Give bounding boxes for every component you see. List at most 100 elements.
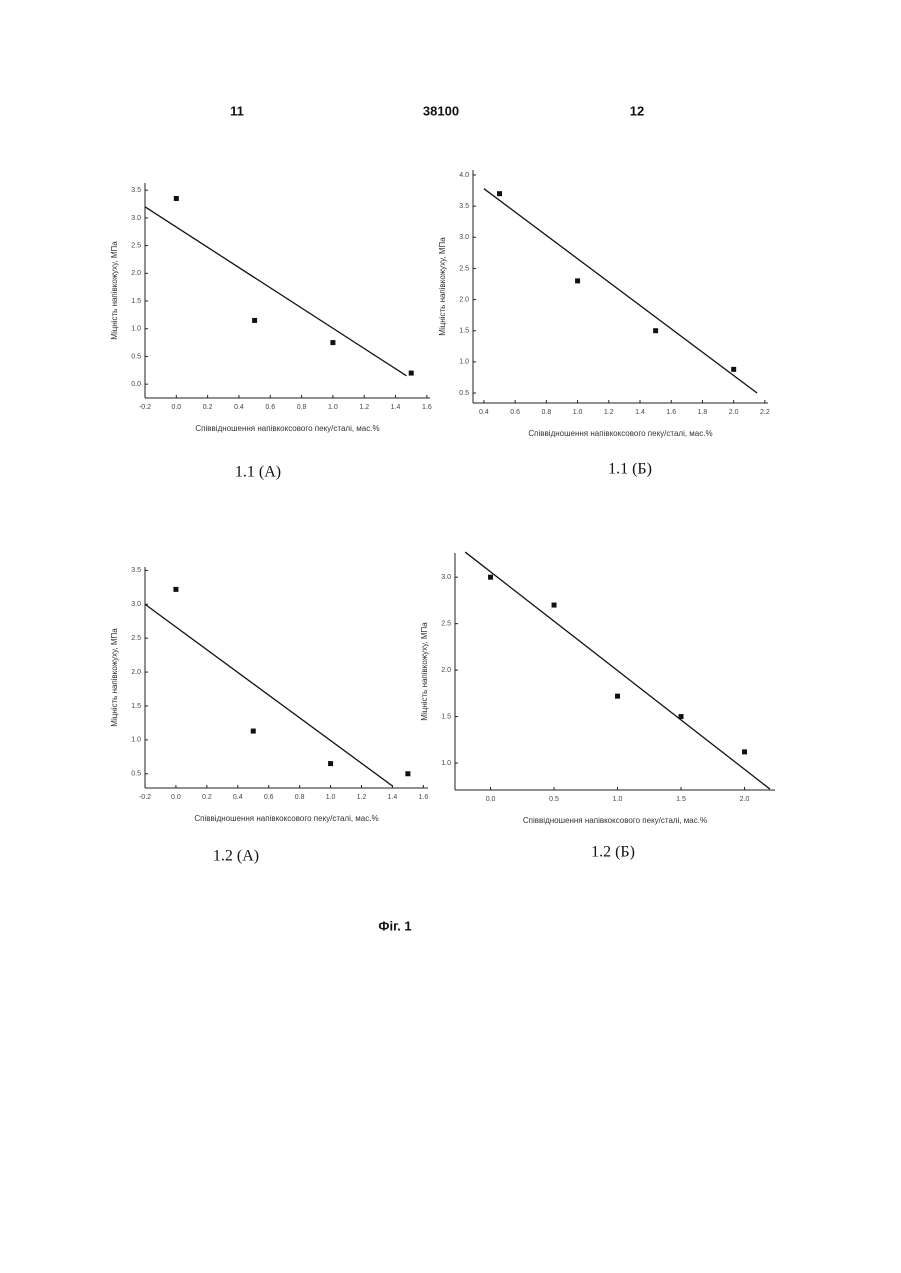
x-tick-label: 0.4	[234, 404, 244, 411]
x-tick-label: 1.8	[698, 409, 708, 416]
data-point	[488, 575, 493, 580]
y-tick-label: 0.0	[131, 381, 141, 388]
y-tick-label: 3.5	[131, 187, 141, 194]
y-tick-label: 2.5	[131, 242, 141, 249]
y-tick-label: 2.0	[131, 270, 141, 277]
data-point	[653, 328, 658, 333]
x-tick-label: 1.2	[604, 409, 614, 416]
y-tick-label: 1.0	[441, 760, 451, 767]
y-tick-label: 2.0	[131, 669, 141, 676]
y-tick-label: 0.5	[459, 390, 469, 397]
y-tick-label: 1.0	[459, 359, 469, 366]
x-axis-label: Співвідношення напівкоксового пеку/сталі…	[194, 814, 378, 823]
figure-label: Фіг. 1	[378, 918, 411, 933]
y-tick-label: 1.5	[441, 713, 451, 720]
x-tick-label: 1.0	[613, 796, 623, 803]
x-tick-label: 0.8	[297, 404, 307, 411]
y-tick-label: 0.5	[131, 771, 141, 778]
data-point	[330, 340, 335, 345]
x-tick-label: 0.4	[233, 794, 243, 801]
x-tick-label: 0.6	[264, 794, 274, 801]
fit-line	[465, 552, 770, 789]
y-axis-label: Міцність напівкожуху, МПа	[110, 241, 119, 340]
y-axis-label: Міцність напівкожуху, МПа	[420, 622, 429, 721]
fit-line	[484, 189, 757, 393]
x-tick-label: 1.4	[635, 409, 645, 416]
chart-caption: 1.1 (А)	[235, 464, 281, 481]
data-point	[731, 367, 736, 372]
data-point	[742, 749, 747, 754]
data-point	[409, 371, 414, 376]
y-tick-label: 3.0	[131, 601, 141, 608]
x-axis-label: Співвідношення напівкоксового пеку/сталі…	[523, 816, 707, 825]
chart-caption: 1.2 (А)	[213, 848, 259, 865]
data-point	[552, 603, 557, 608]
y-tick-label: 1.5	[131, 298, 141, 305]
x-tick-label: 1.6	[422, 404, 432, 411]
chart-caption: 1.1 (Б)	[608, 461, 652, 478]
page: 11 38100 12 Фіг. 1 -0.2 0.0 0.2 0.4 0.6 0.8 1.…	[0, 0, 901, 1273]
x-tick-label: 0.8	[541, 409, 551, 416]
x-tick-label: 2.2	[760, 409, 770, 416]
x-tick-label: 0.0	[171, 404, 181, 411]
y-tick-label: 2.0	[459, 296, 469, 303]
data-point	[575, 278, 580, 283]
y-tick-label: 3.5	[131, 567, 141, 574]
y-tick-label: 2.0	[441, 667, 451, 674]
x-tick-label: 0.6	[510, 409, 520, 416]
data-point	[679, 714, 684, 719]
y-tick-label: 2.5	[441, 620, 451, 627]
x-tick-label: 1.4	[391, 404, 401, 411]
x-tick-label: 0.0	[486, 796, 496, 803]
y-tick-label: 1.0	[131, 737, 141, 744]
data-point	[328, 761, 333, 766]
fit-line	[145, 604, 392, 786]
x-tick-label: 0.0	[171, 794, 181, 801]
x-axis-label: Співвідношення напівкоксового пеку/сталі…	[195, 424, 379, 433]
patent-number: 38100	[423, 103, 459, 118]
x-tick-label: 1.2	[359, 404, 369, 411]
data-point	[497, 191, 502, 196]
y-tick-label: 2.5	[131, 635, 141, 642]
x-tick-label: 1.6	[666, 409, 676, 416]
y-tick-label: 3.0	[459, 234, 469, 241]
data-point	[174, 196, 179, 201]
data-point	[615, 694, 620, 699]
page-number: 11	[230, 103, 244, 118]
x-tick-label: 1.5	[676, 796, 686, 803]
page-number: 12	[630, 103, 644, 118]
fit-line	[145, 207, 407, 376]
y-tick-label: 4.0	[459, 172, 469, 179]
x-tick-label: -0.2	[139, 404, 151, 411]
x-tick-label: 0.6	[265, 404, 275, 411]
y-tick-label: 1.5	[131, 703, 141, 710]
y-axis-label: Міцність напівкожуху, МПа	[438, 237, 447, 336]
x-axis-label: Співвідношення напівкоксового пеку/сталі…	[528, 429, 712, 438]
y-tick-label: 1.0	[131, 326, 141, 333]
data-point	[251, 729, 256, 734]
x-tick-label: 1.4	[388, 794, 398, 801]
data-point	[173, 587, 178, 592]
y-tick-label: 0.5	[131, 353, 141, 360]
x-tick-label: 1.0	[328, 404, 338, 411]
x-tick-label: 1.6	[418, 794, 428, 801]
x-tick-label: 2.0	[740, 796, 750, 803]
y-tick-label: 3.0	[441, 574, 451, 581]
data-point	[405, 771, 410, 776]
chart-caption: 1.2 (Б)	[591, 844, 635, 861]
x-tick-label: 2.0	[729, 409, 739, 416]
x-tick-label: 0.4	[479, 409, 489, 416]
y-tick-label: 2.5	[459, 265, 469, 272]
y-axis-label: Міцність напівкожуху, МПа	[110, 628, 119, 727]
x-tick-label: 1.2	[357, 794, 367, 801]
y-tick-label: 3.5	[459, 203, 469, 210]
y-tick-label: 1.5	[459, 328, 469, 335]
x-tick-label: 0.2	[203, 404, 213, 411]
x-tick-label: 0.2	[202, 794, 212, 801]
data-point	[252, 318, 257, 323]
x-tick-label: -0.2	[139, 794, 151, 801]
x-tick-label: 0.5	[549, 796, 559, 803]
y-tick-label: 3.0	[131, 215, 141, 222]
x-tick-label: 0.8	[295, 794, 305, 801]
x-tick-label: 1.0	[326, 794, 336, 801]
